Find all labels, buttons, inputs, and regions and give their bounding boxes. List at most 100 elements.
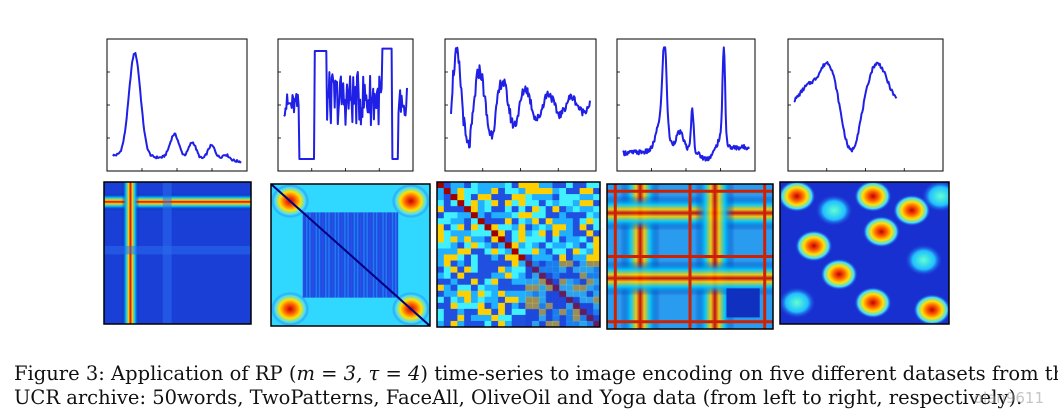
- rp-cell: [504, 236, 513, 243]
- rp-cell: [579, 260, 587, 268]
- rp-stripe: [356, 212, 359, 298]
- rp-cell: [545, 278, 553, 286]
- rp-cell: [545, 200, 553, 207]
- rp-cell: [450, 266, 458, 274]
- rp-cell: [525, 206, 533, 213]
- rp-blob: [795, 230, 833, 262]
- rp-cell: [545, 236, 553, 243]
- rp-cell: [498, 218, 506, 225]
- rp-cell: [572, 188, 581, 195]
- rp-cell: [586, 272, 594, 280]
- rp-cell: [470, 314, 479, 322]
- rp-cell: [464, 206, 472, 213]
- rp-cell: [586, 248, 594, 255]
- rp-cell: [518, 230, 526, 237]
- rp-blob: [913, 294, 949, 324]
- rp-cell: [477, 218, 486, 225]
- rp-stripe: [305, 212, 308, 298]
- rp-cell: [593, 272, 600, 280]
- rp-cell: [538, 308, 547, 316]
- rp-cell: [538, 212, 547, 219]
- rp-cell: [566, 308, 574, 316]
- rp-cell: [504, 206, 513, 213]
- rp-cell: [532, 260, 540, 268]
- rp-cell: [504, 284, 513, 292]
- rp-cell: [538, 218, 547, 225]
- rp-cell: [566, 266, 574, 274]
- rp-cell: [484, 308, 492, 316]
- rp-cell: [566, 296, 574, 304]
- rp-cell: [450, 194, 458, 201]
- rp-cell: [518, 284, 526, 292]
- rp-cell: [491, 212, 499, 219]
- rp-cell: [464, 308, 472, 316]
- rp-cell: [593, 296, 600, 304]
- rp-cell: [450, 248, 458, 255]
- rp-cell: [566, 212, 574, 219]
- rp-cell: [538, 224, 547, 231]
- rp-cell: [511, 200, 519, 207]
- rp-line: [688, 184, 692, 329]
- rp-cell: [559, 248, 567, 255]
- rp-cell: [566, 278, 574, 286]
- rp-cell: [559, 260, 567, 268]
- rp-cell: [511, 290, 519, 298]
- rp-cell: [457, 320, 465, 327]
- rp-cell: [450, 224, 458, 231]
- rp-cell: [525, 260, 533, 268]
- rp-cell: [484, 272, 492, 280]
- rp-cell: [491, 260, 499, 268]
- rp-cell: [518, 290, 526, 298]
- rp-cell: [525, 242, 533, 249]
- rp-cell: [450, 272, 458, 280]
- rp-cell: [511, 224, 519, 231]
- rp-cell: [593, 188, 600, 195]
- rp-cell: [552, 188, 560, 195]
- rp-cell: [457, 230, 465, 237]
- rp-cell: [477, 254, 486, 262]
- rp-cell: [559, 302, 567, 310]
- rp-cell: [470, 308, 479, 316]
- rp-cell: [437, 290, 445, 298]
- rp-cell: [566, 290, 574, 298]
- rp-cell: [470, 206, 479, 213]
- rp-cell: [498, 314, 506, 322]
- rp-cell: [457, 182, 465, 189]
- rp-cell: [518, 212, 526, 219]
- rp-cell: [457, 314, 465, 322]
- rp-stripe: [337, 212, 340, 298]
- rp-cell: [457, 302, 465, 310]
- rp-cell: [566, 182, 574, 189]
- rp-cell: [511, 212, 519, 219]
- rp-cell: [559, 194, 567, 201]
- rp-cell: [511, 230, 519, 237]
- caption-suffix: ) time-series to image encoding on five …: [420, 362, 1058, 385]
- rp-cell: [525, 290, 533, 298]
- rp-frame: [436, 181, 601, 328]
- rp-cell: [477, 308, 486, 316]
- rp-cell: [443, 200, 452, 207]
- rp-cell: [498, 206, 506, 213]
- rp-cell: [518, 320, 526, 327]
- rp-cell: [532, 206, 540, 213]
- rp-cell: [552, 278, 560, 286]
- rp-cell: [572, 308, 581, 316]
- rp-cell: [443, 266, 452, 274]
- rp-cell: [538, 188, 547, 195]
- rp-cell: [518, 260, 526, 268]
- rp-cell: [552, 302, 560, 310]
- rp-cell: [477, 284, 486, 292]
- rp-cell: [552, 248, 560, 255]
- rp-cell: [593, 206, 600, 213]
- rp-cell: [437, 308, 445, 316]
- ts-line-TwoPatterns: [283, 47, 408, 160]
- rp-cell: [525, 200, 533, 207]
- rp-cell: [572, 314, 581, 322]
- rp-cell: [545, 272, 553, 280]
- rp-cell: [491, 272, 499, 280]
- rp-cell: [518, 182, 526, 189]
- rp-cell: [470, 230, 479, 237]
- rp-blob: [391, 184, 430, 219]
- rp-cell: [559, 200, 567, 207]
- rp-cell: [470, 272, 479, 280]
